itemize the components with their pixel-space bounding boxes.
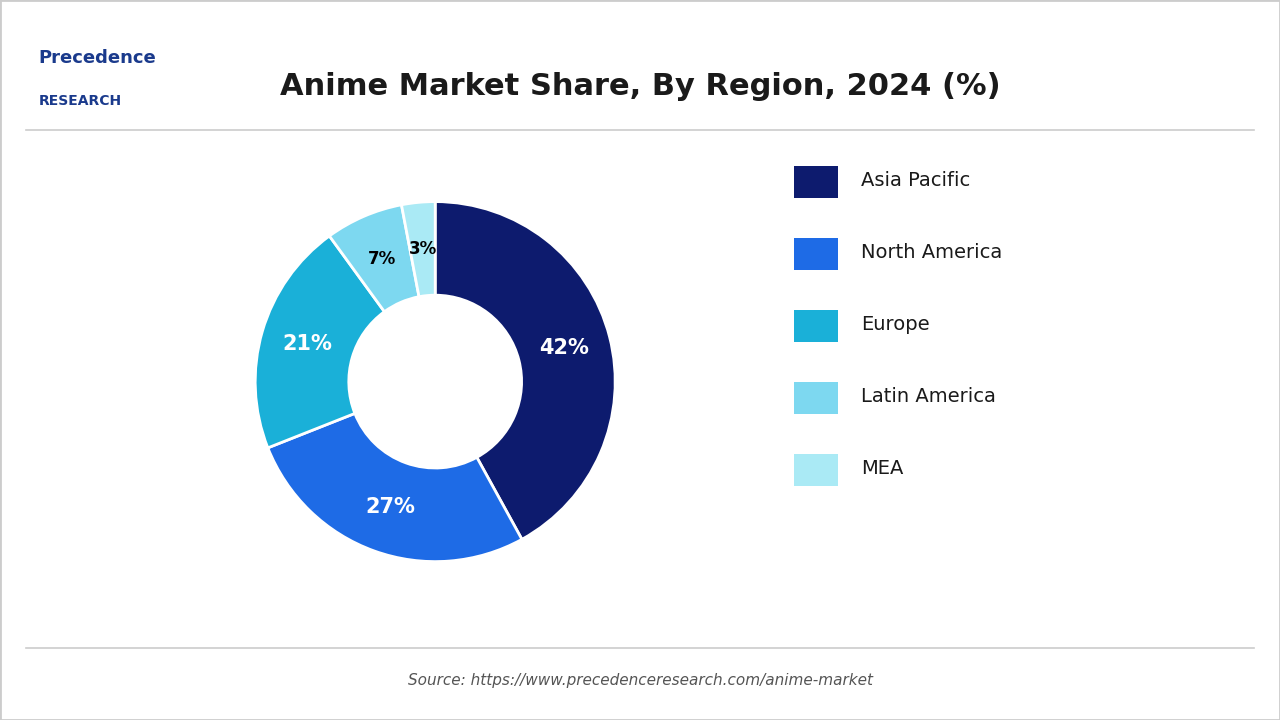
- Text: Asia Pacific: Asia Pacific: [860, 171, 970, 189]
- Text: North America: North America: [860, 243, 1002, 261]
- Text: 42%: 42%: [539, 338, 589, 359]
- Text: Precedence: Precedence: [38, 49, 156, 67]
- Text: Source: https://www.precedenceresearch.com/anime-market: Source: https://www.precedenceresearch.c…: [407, 673, 873, 688]
- Text: 7%: 7%: [369, 251, 397, 269]
- Wedge shape: [435, 202, 616, 539]
- Text: RESEARCH: RESEARCH: [38, 94, 122, 108]
- Text: Anime Market Share, By Region, 2024 (%): Anime Market Share, By Region, 2024 (%): [280, 72, 1000, 101]
- Bar: [794, 454, 838, 486]
- Bar: [794, 382, 838, 414]
- Bar: [794, 238, 838, 270]
- Text: Latin America: Latin America: [860, 387, 996, 405]
- Text: MEA: MEA: [860, 459, 904, 477]
- Text: Europe: Europe: [860, 315, 929, 333]
- Bar: [794, 310, 838, 342]
- Bar: [794, 166, 838, 198]
- Wedge shape: [255, 236, 384, 448]
- Text: 21%: 21%: [283, 334, 333, 354]
- Wedge shape: [329, 204, 419, 312]
- Wedge shape: [268, 413, 522, 562]
- Text: 3%: 3%: [408, 240, 436, 258]
- Wedge shape: [402, 202, 435, 297]
- Text: 27%: 27%: [365, 497, 415, 517]
